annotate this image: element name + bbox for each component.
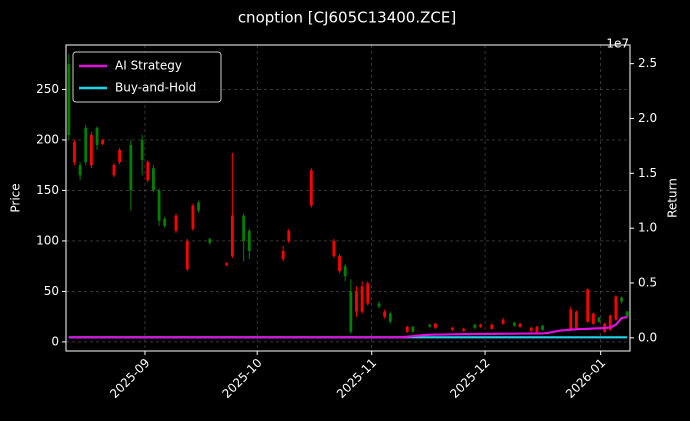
candle-body xyxy=(501,319,505,324)
candle-body xyxy=(405,326,409,332)
y2-tick-label: 2.5 xyxy=(638,56,657,70)
candle-body xyxy=(67,64,71,135)
candle-body xyxy=(174,215,178,231)
candle-body xyxy=(490,324,494,329)
candle-body xyxy=(366,283,370,304)
y-tick-label: 0 xyxy=(51,334,59,348)
y-tick-label: 200 xyxy=(36,132,59,146)
candle-body xyxy=(575,311,578,328)
candle-body xyxy=(518,323,522,327)
candle-body xyxy=(529,327,533,331)
candle-body xyxy=(101,139,105,144)
candle-body xyxy=(208,238,212,243)
candle-body xyxy=(388,313,392,322)
candle-body xyxy=(95,127,99,145)
candle-body xyxy=(473,324,477,328)
candle-body xyxy=(535,326,539,332)
candle-body xyxy=(281,251,285,260)
candle-body xyxy=(462,328,466,331)
candle-body xyxy=(118,150,121,163)
candle-body xyxy=(242,215,246,241)
legend-label: Buy-and-Hold xyxy=(115,81,196,95)
candle-body xyxy=(377,303,381,307)
candle-body xyxy=(78,165,82,176)
y-tick-label: 150 xyxy=(36,183,59,197)
candle-body xyxy=(338,256,341,272)
y-tick-label: 50 xyxy=(44,284,59,298)
y-tick-label: 100 xyxy=(36,233,59,247)
candle-body xyxy=(625,311,629,317)
candle-body xyxy=(152,168,155,191)
candle-body xyxy=(586,289,590,322)
candle-body xyxy=(349,291,353,332)
candle-body xyxy=(287,230,291,241)
y2-tick-label: 0.0 xyxy=(638,330,657,344)
candle-body xyxy=(383,311,387,317)
candle-body xyxy=(434,323,437,328)
candle-body xyxy=(428,324,432,327)
candle-body xyxy=(225,263,229,266)
y-tick-label: 250 xyxy=(36,82,59,96)
candle-body xyxy=(89,134,93,166)
y-axis-label: Price xyxy=(9,183,23,212)
candle-body xyxy=(597,317,601,322)
candle-body xyxy=(411,326,415,332)
legend-label: AI Strategy xyxy=(115,59,182,73)
candle-body xyxy=(146,162,150,181)
y2-tick-label: 2.0 xyxy=(638,111,657,125)
candle-body xyxy=(343,266,347,277)
y2-tick-label: 1.0 xyxy=(638,221,657,235)
line-series xyxy=(68,315,628,339)
candle-body xyxy=(157,190,161,221)
candle-body xyxy=(112,165,116,176)
candle-body xyxy=(569,309,573,330)
candle-body xyxy=(163,218,167,226)
candle-body xyxy=(620,297,623,302)
candle-body xyxy=(185,240,189,270)
candle-body xyxy=(140,139,144,161)
candle-body xyxy=(608,315,612,330)
candle-body xyxy=(247,230,251,252)
candle-body xyxy=(541,325,544,330)
candle-body xyxy=(614,296,618,320)
candle-body xyxy=(129,144,133,191)
candle-body xyxy=(355,291,358,312)
candle-body xyxy=(84,127,88,163)
candle-body xyxy=(332,240,336,257)
candle-body xyxy=(191,205,195,229)
candle-body xyxy=(197,202,200,211)
candle-body xyxy=(479,324,482,327)
y2-offset-label: 1e7 xyxy=(606,37,629,51)
candle-body xyxy=(591,313,595,324)
y2-axis-label: Return xyxy=(666,178,680,218)
plot-frame xyxy=(65,44,631,352)
candle-body xyxy=(230,215,234,257)
candle-body xyxy=(512,322,516,326)
candle-body xyxy=(360,286,364,312)
y2-tick-label: 0.5 xyxy=(638,276,657,290)
y2-tick-label: 1.5 xyxy=(638,166,657,180)
candle-body xyxy=(450,327,454,330)
chart-title: cnoption [CJ605C13400.ZCE] xyxy=(238,9,456,27)
candle-body xyxy=(73,141,76,163)
candle-body xyxy=(309,170,313,206)
legend-box xyxy=(72,51,222,103)
